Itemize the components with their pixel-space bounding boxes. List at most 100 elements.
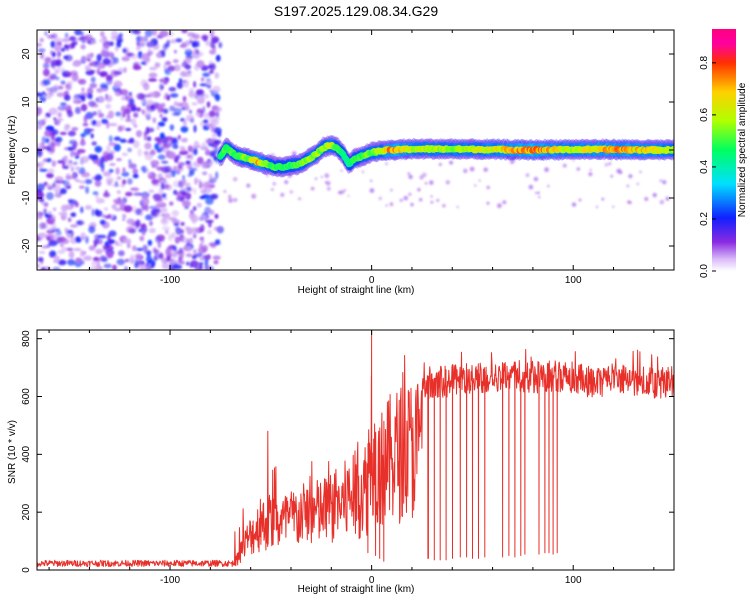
noise-blob	[123, 108, 131, 115]
noise-blob	[66, 230, 73, 234]
spectrogram-y-label: Frequency (Hz)	[7, 116, 18, 185]
scatter-blob	[228, 198, 233, 203]
scatter-blob	[662, 180, 667, 185]
y-tick-label: 0	[21, 147, 32, 153]
noise-blob	[161, 50, 166, 58]
noise-blob	[102, 192, 111, 198]
noise-blob	[212, 85, 221, 93]
noise-blob	[121, 56, 130, 62]
noise-blob	[213, 260, 219, 265]
noise-blob	[63, 94, 71, 101]
noise-blob	[99, 255, 107, 262]
noise-blob	[135, 93, 143, 100]
colorbar-tick-label: 0.4	[699, 160, 710, 174]
noise-blob	[63, 104, 72, 110]
noise-blob	[195, 112, 201, 117]
noise-blob	[74, 178, 81, 183]
scatter-blob	[417, 188, 421, 192]
noise-blob	[39, 37, 44, 43]
noise-blob	[148, 72, 158, 79]
noise-blob	[94, 175, 98, 181]
noise-blob	[189, 36, 193, 43]
noise-blob	[181, 236, 189, 244]
noise-blob	[192, 33, 200, 40]
noise-blob	[70, 224, 78, 228]
noise-blob	[111, 203, 117, 210]
noise-blob	[90, 40, 97, 45]
noise-blob	[171, 219, 181, 224]
noise-blob	[102, 244, 110, 249]
noise-blob	[161, 262, 169, 270]
noise-blob	[181, 42, 186, 48]
snr-x-label: Height of straight line (km)	[298, 584, 415, 595]
noise-blob	[143, 133, 148, 141]
scatter-blob	[393, 158, 397, 161]
noise-blob	[127, 147, 132, 153]
noise-blob	[114, 180, 119, 187]
noise-blob	[45, 137, 50, 144]
noise-blob	[82, 122, 89, 127]
noise-blob	[135, 130, 143, 138]
noise-blob	[46, 34, 55, 39]
noise-blob	[139, 235, 145, 242]
noise-blob	[165, 248, 172, 256]
scatter-blob	[228, 194, 232, 199]
x-tick-label: 100	[565, 575, 582, 586]
noise-blob	[91, 141, 97, 146]
noise-blob	[81, 55, 87, 63]
noise-blob	[80, 156, 89, 164]
scatter-blob	[636, 182, 640, 186]
noise-blob	[118, 33, 123, 38]
noise-blob	[126, 218, 134, 225]
noise-blob	[106, 251, 114, 259]
noise-blob	[138, 39, 146, 48]
scatter-blob	[378, 196, 383, 201]
noise-blob	[39, 222, 46, 230]
noise-blob	[81, 39, 86, 44]
scatter-blob	[659, 179, 663, 183]
noise-blob	[191, 102, 198, 106]
noise-blob	[196, 144, 201, 149]
noise-blob	[199, 257, 207, 261]
noise-blob	[49, 86, 58, 93]
noise-blob	[216, 131, 222, 137]
noise-blob	[179, 150, 189, 156]
noise-blob	[196, 60, 205, 68]
noise-blob	[85, 186, 90, 194]
noise-blob	[157, 154, 166, 160]
noise-blob	[40, 198, 45, 203]
noise-blob	[63, 55, 69, 60]
scatter-blob	[361, 170, 364, 173]
noise-blob	[102, 58, 111, 66]
scatter-blob	[289, 190, 294, 194]
noise-blob	[155, 211, 165, 218]
noise-blob	[163, 142, 168, 148]
noise-blob	[186, 261, 190, 266]
noise-blob	[193, 187, 197, 195]
scatter-blob	[528, 184, 534, 190]
noise-blob	[180, 146, 186, 152]
noise-blob	[81, 171, 90, 178]
noise-blob	[66, 233, 71, 238]
noise-blob	[68, 199, 78, 205]
noise-blob	[196, 89, 205, 98]
noise-blob	[57, 112, 62, 118]
noise-blob	[45, 183, 52, 188]
colorbar-label: Normalized spectral amplitude	[737, 82, 748, 217]
noise-blob	[39, 52, 45, 60]
noise-blob	[169, 124, 175, 131]
noise-blob	[93, 242, 97, 248]
noise-blob	[37, 48, 46, 53]
noise-blob	[71, 41, 76, 49]
noise-blob	[70, 166, 74, 172]
noise-blob	[189, 109, 192, 115]
noise-blob	[200, 77, 205, 82]
colorbar-tick-label: 0.0	[699, 264, 710, 278]
noise-blob	[128, 98, 135, 106]
noise-blob	[53, 37, 63, 44]
noise-blob	[53, 207, 57, 212]
noise-blob	[85, 34, 93, 39]
noise-blob	[210, 194, 218, 200]
scatter-blob	[612, 205, 615, 208]
noise-blob	[37, 143, 41, 147]
